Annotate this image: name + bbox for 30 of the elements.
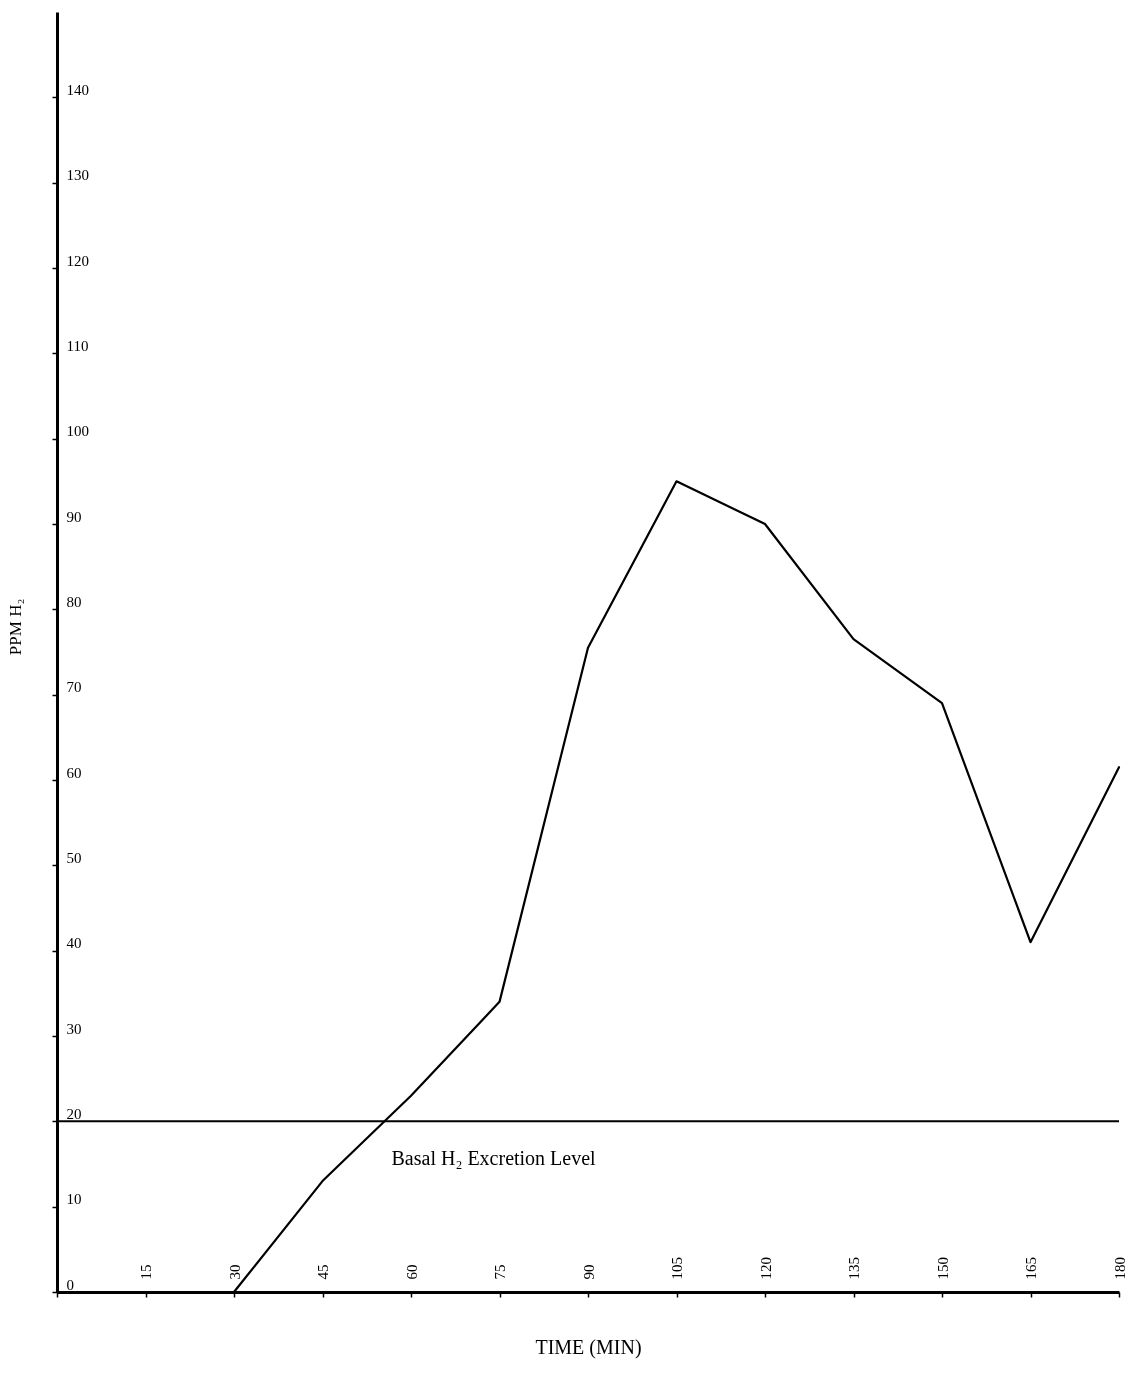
- y-tick-label: 90: [66, 508, 82, 525]
- x-tick-label: 30: [226, 1264, 243, 1280]
- x-tick-label: 60: [403, 1264, 420, 1280]
- x-tick-label: 135: [846, 1257, 862, 1280]
- x-axis-title: TIME (MIN): [535, 1336, 642, 1360]
- y-tick-label: 80: [66, 593, 82, 610]
- y-tick-label: 10: [66, 1191, 82, 1208]
- y-tick-label: 40: [66, 935, 82, 952]
- x-tick-label: 105: [669, 1257, 685, 1280]
- x-tick-label: 15: [138, 1264, 154, 1280]
- y-tick-label: 50: [66, 849, 82, 866]
- y-tick-label: 140: [66, 81, 89, 98]
- y-tick-label: 60: [66, 764, 82, 781]
- y-tick-label: 20: [66, 1105, 82, 1122]
- y-tick-label: 130: [66, 167, 89, 184]
- x-tick-label: 150: [934, 1257, 951, 1280]
- x-tick-label: 45: [315, 1264, 331, 1280]
- y-tick-label: 30: [66, 1020, 82, 1037]
- y-tick-label: 100: [66, 423, 89, 440]
- x-tick-label: 165: [1023, 1257, 1039, 1280]
- y-tick-label: 120: [66, 252, 89, 269]
- y-tick-label: 0: [66, 1276, 74, 1293]
- y-tick-label: 70: [66, 679, 82, 696]
- x-tick-label: 180: [1111, 1257, 1128, 1280]
- x-tick-label: 75: [492, 1264, 508, 1280]
- ref-line-label: Basal H₂ Excretion Level: [391, 1147, 597, 1170]
- y-tick-label: 110: [66, 337, 89, 354]
- x-tick-label: 90: [580, 1264, 597, 1280]
- y-axis-title: PPM H₂: [5, 598, 25, 656]
- x-tick-label: 120: [757, 1257, 774, 1280]
